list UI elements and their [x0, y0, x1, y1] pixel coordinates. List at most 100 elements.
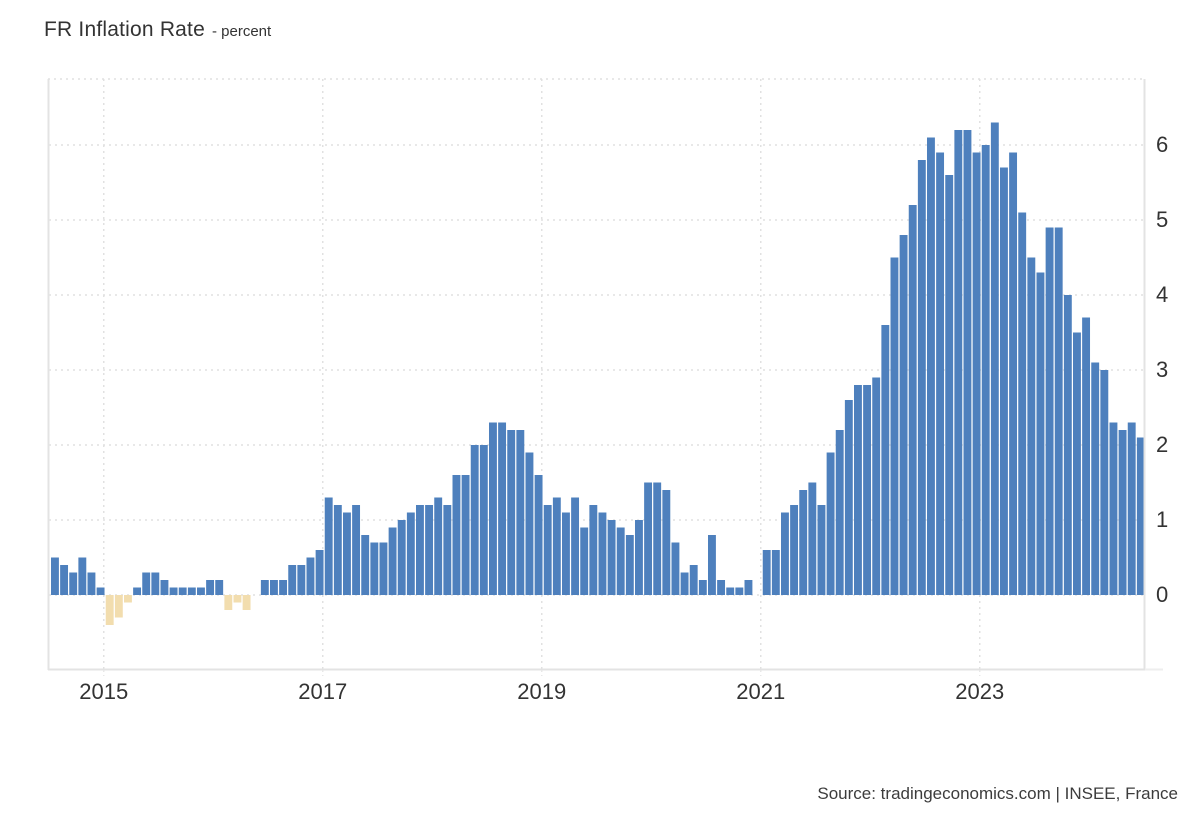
bar-2018-09[interactable]: [507, 430, 516, 595]
bar-2017-03[interactable]: [343, 512, 351, 596]
bar-2023-11[interactable]: [1073, 332, 1081, 596]
bar-2021-11[interactable]: [854, 385, 862, 595]
bar-2016-02[interactable]: [224, 595, 233, 610]
bar-2024-06[interactable]: [1136, 437, 1145, 596]
bar-2018-04[interactable]: [461, 475, 470, 595]
bar-2015-06[interactable]: [151, 572, 160, 596]
bar-2019-07[interactable]: [598, 512, 607, 596]
bar-2022-07[interactable]: [927, 137, 935, 596]
bar-2021-05[interactable]: [799, 490, 808, 595]
bar-2023-08[interactable]: [1045, 227, 1054, 596]
bar-2014-10[interactable]: [78, 557, 87, 596]
bar-2014-07[interactable]: [51, 557, 59, 596]
bar-2023-12[interactable]: [1082, 317, 1091, 596]
bar-2021-02[interactable]: [771, 550, 780, 595]
inflation-bars[interactable]: [51, 122, 1145, 626]
bar-2019-06[interactable]: [589, 505, 598, 595]
bar-2016-01[interactable]: [215, 580, 224, 595]
bar-2017-04[interactable]: [352, 505, 361, 595]
bar-2018-12[interactable]: [534, 475, 543, 595]
bar-2017-02[interactable]: [333, 505, 342, 595]
bar-2022-06[interactable]: [917, 160, 926, 595]
bar-2023-04[interactable]: [1009, 152, 1018, 596]
bar-2019-02[interactable]: [552, 497, 561, 596]
bar-2021-09[interactable]: [835, 430, 844, 595]
bar-2019-03[interactable]: [562, 512, 570, 596]
bar-2022-10[interactable]: [954, 130, 963, 595]
bar-2016-10[interactable]: [297, 565, 306, 595]
bar-2017-06[interactable]: [370, 542, 379, 596]
bar-2014-09[interactable]: [69, 572, 78, 596]
bar-2021-10[interactable]: [844, 400, 853, 595]
bar-2015-01[interactable]: [105, 595, 114, 625]
bar-2022-04[interactable]: [899, 235, 908, 595]
bar-2023-01[interactable]: [981, 145, 990, 595]
bar-2022-02[interactable]: [881, 325, 890, 595]
bar-2015-08[interactable]: [169, 587, 178, 596]
bar-2021-01[interactable]: [762, 550, 771, 595]
bar-2018-02[interactable]: [443, 505, 452, 595]
bar-2020-02[interactable]: [662, 490, 671, 595]
bar-2021-04[interactable]: [790, 505, 799, 595]
bar-2019-12[interactable]: [644, 482, 653, 596]
bar-2018-10[interactable]: [516, 430, 525, 595]
bar-2015-09[interactable]: [178, 587, 187, 596]
bar-2016-07[interactable]: [270, 580, 278, 595]
bar-2022-01[interactable]: [872, 377, 881, 596]
bar-2017-10[interactable]: [406, 512, 415, 596]
bar-2020-09[interactable]: [726, 587, 735, 596]
bar-2024-04[interactable]: [1118, 430, 1127, 595]
bar-2021-12[interactable]: [863, 385, 872, 595]
bar-2015-10[interactable]: [187, 587, 196, 596]
bar-2019-10[interactable]: [625, 535, 634, 595]
bar-2024-02[interactable]: [1100, 370, 1109, 595]
bar-2020-04[interactable]: [680, 572, 689, 596]
bar-2015-02[interactable]: [114, 595, 123, 618]
bar-2024-01[interactable]: [1091, 362, 1100, 596]
bar-2023-03[interactable]: [1000, 167, 1008, 596]
bar-2020-07[interactable]: [708, 535, 716, 595]
bar-2017-09[interactable]: [397, 520, 406, 595]
bar-2023-02[interactable]: [990, 122, 999, 596]
bar-2021-06[interactable]: [808, 482, 817, 596]
bar-2019-08[interactable]: [607, 520, 616, 595]
bar-2014-08[interactable]: [60, 565, 69, 595]
bar-2022-09[interactable]: [945, 175, 954, 595]
inflation-chart-plot[interactable]: [47, 78, 1168, 678]
bar-2020-01[interactable]: [653, 482, 662, 596]
bar-2022-08[interactable]: [936, 152, 945, 596]
bar-2023-09[interactable]: [1054, 227, 1063, 596]
bar-2020-06[interactable]: [698, 580, 707, 595]
bar-2015-07[interactable]: [160, 580, 169, 595]
bar-2019-01[interactable]: [543, 505, 552, 595]
bar-2018-01[interactable]: [434, 497, 443, 596]
bar-2022-05[interactable]: [908, 205, 917, 595]
bar-2023-05[interactable]: [1018, 212, 1027, 596]
bar-2023-06[interactable]: [1027, 257, 1036, 596]
bar-2020-11[interactable]: [744, 580, 753, 595]
bar-2017-07[interactable]: [379, 542, 388, 596]
bar-2022-11[interactable]: [963, 130, 972, 595]
bar-2020-10[interactable]: [735, 587, 744, 596]
bar-2023-07[interactable]: [1036, 272, 1045, 596]
bar-2019-11[interactable]: [635, 520, 643, 595]
bar-2016-04[interactable]: [242, 595, 251, 610]
bar-2018-07[interactable]: [489, 422, 497, 596]
bar-2021-08[interactable]: [826, 452, 835, 596]
bar-2022-03[interactable]: [890, 257, 899, 596]
bar-2019-04[interactable]: [571, 497, 580, 596]
bar-2018-03[interactable]: [452, 475, 461, 595]
inflation-bar-chart[interactable]: [47, 78, 1168, 678]
bar-2016-12[interactable]: [315, 550, 324, 595]
bar-2015-03[interactable]: [124, 595, 132, 603]
bar-2024-03[interactable]: [1109, 422, 1118, 596]
bar-2019-09[interactable]: [616, 527, 625, 596]
bar-2024-05[interactable]: [1127, 422, 1136, 596]
bar-2022-12[interactable]: [972, 152, 981, 596]
bar-2018-08[interactable]: [498, 422, 507, 596]
bar-2014-12[interactable]: [96, 587, 105, 596]
bar-2021-07[interactable]: [817, 505, 826, 595]
bar-2018-05[interactable]: [470, 445, 479, 595]
bar-2018-06[interactable]: [479, 445, 488, 595]
bar-2015-11[interactable]: [197, 587, 205, 596]
